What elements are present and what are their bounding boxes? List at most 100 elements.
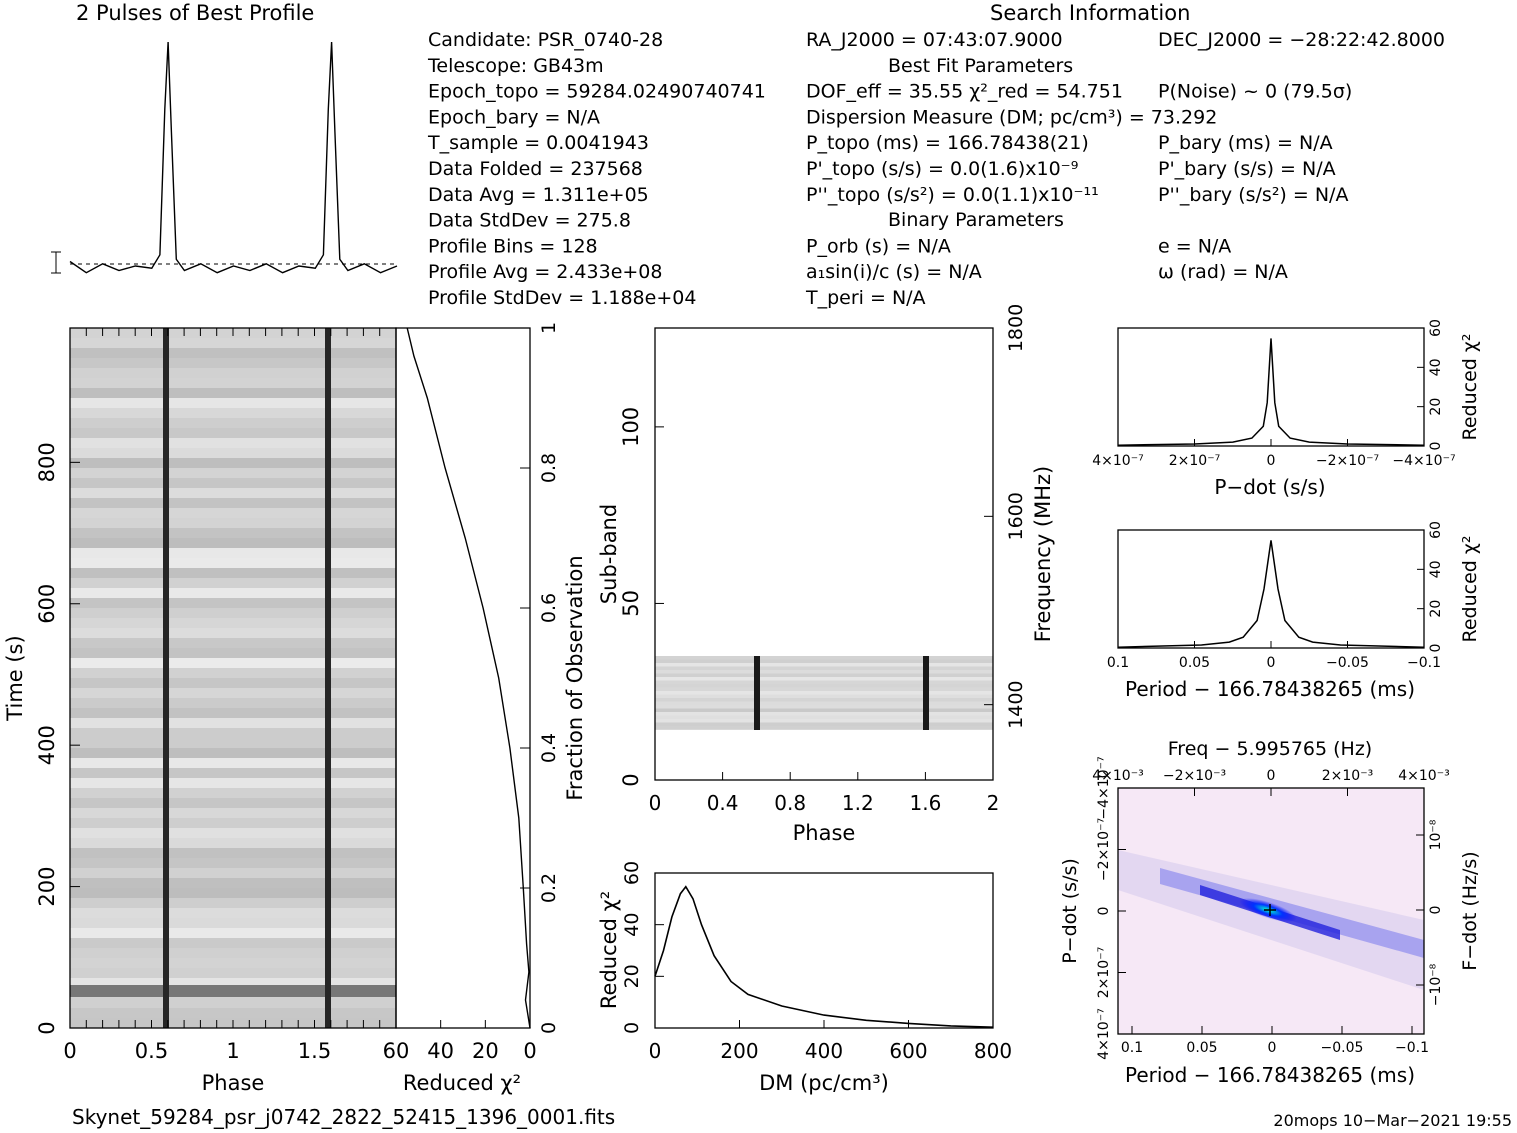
tick-label: 1.5 — [298, 1039, 331, 1063]
time-phase-row — [70, 518, 396, 528]
info-right-line: e = N/A — [1158, 235, 1231, 257]
subband-row — [655, 663, 993, 667]
info-mid-column: RA_J2000 = 07:43:07.9000 DOF_eff = 35.55 … — [805, 29, 1217, 309]
info-left-line: Data Avg = 1.311e+05 — [428, 184, 649, 206]
info-left-line: T_sample = 0.0041943 — [427, 132, 649, 154]
tick-label: 40 — [1428, 358, 1444, 376]
tick-label: −4×10⁻⁷ — [1096, 756, 1112, 819]
tick-label: 0 — [621, 1022, 643, 1034]
tick-label: 0.8 — [774, 791, 806, 815]
time-phase-row — [70, 478, 396, 488]
tick-label: 40 — [427, 1039, 454, 1063]
tick-label: 20 — [472, 1039, 499, 1063]
tick-label: 4×10⁻³ — [1398, 768, 1449, 784]
time-phase-row — [70, 768, 396, 778]
subband-row — [655, 680, 993, 684]
subband-ticks: 0 0.4 0.8 1.2 1.6 2 0 50 100 1400 1600 1800 — [619, 304, 1027, 815]
tick-label: 0 — [1267, 655, 1276, 671]
time-phase-plot: 0 0.5 1 1.5 0 200 400 600 800 Phase Time (s) — [3, 327, 397, 1095]
time-phase-row — [70, 458, 396, 468]
tick-label: 2×10⁻³ — [1322, 768, 1373, 784]
time-phase-row — [70, 598, 396, 608]
tick-label: 4×10⁻³ — [1092, 768, 1143, 784]
tick-label: 1800 — [1005, 304, 1027, 352]
period-pdot-plot: Freq − 5.995765 (Hz) 0.1 0.05 0 −0.05 −0.1 4×… — [1059, 738, 1481, 1087]
tick-label: 800 — [974, 1039, 1012, 1063]
binary-title: Binary Parameters — [888, 209, 1064, 231]
tick-label: 0 — [619, 773, 643, 786]
time-phase-row — [70, 418, 396, 428]
chi2-fraction-ticks: 60 40 20 00 0.2 0.4 0.6 0.8 1 — [383, 322, 560, 1063]
tick-label: 0 — [1096, 907, 1112, 916]
footer-stamp: 20mops 10−Mar−2021 19:55 — [1273, 1111, 1512, 1130]
time-phase-row — [70, 608, 396, 618]
tick-label: 40 — [1428, 560, 1444, 578]
subband-row — [655, 687, 993, 691]
info-mid-line: RA_J2000 = 07:43:07.9000 — [806, 29, 1063, 51]
tick-label: −0.05 — [1321, 1040, 1364, 1056]
tick-label: 4×10⁻⁷ — [1092, 453, 1143, 469]
subband-plot: 0 0.4 0.8 1.2 1.6 2 0 50 100 1400 1600 1800 Phase S… — [597, 304, 1055, 845]
info-mid-line: Dispersion Measure (DM; pc/cm³) = 73.292 — [806, 106, 1217, 128]
time-phase-row — [70, 958, 396, 968]
tick-label: 60 — [621, 861, 643, 885]
time-phase-pulse-2 — [325, 328, 331, 1028]
tick-label: 0 — [1267, 453, 1276, 469]
pdot-line — [1117, 338, 1425, 446]
subband-y2label: Frequency (MHz) — [1031, 466, 1055, 642]
time-phase-row — [70, 558, 396, 568]
subband-row — [655, 694, 993, 698]
tick-label: 0 — [1428, 644, 1444, 653]
tick-label: −0.1 — [1395, 1040, 1429, 1056]
tick-label: 1400 — [1005, 680, 1027, 728]
subband-row — [655, 677, 993, 681]
info-right-line: P_bary (ms) = N/A — [1158, 132, 1333, 154]
time-phase-row — [70, 868, 396, 878]
tick-label: 0.8 — [538, 453, 560, 483]
time-phase-row — [70, 488, 396, 498]
dm-xlabel: DM (pc/cm³) — [759, 1071, 889, 1095]
info-right-line: ω (rad) = N/A — [1158, 261, 1288, 283]
time-phase-row — [70, 338, 396, 348]
time-phase-row — [70, 688, 396, 698]
time-phase-row — [70, 678, 396, 688]
tick-label: 0 — [1268, 1040, 1277, 1056]
subband-row — [655, 708, 993, 712]
time-phase-row — [70, 468, 396, 478]
pdot-plot: 4×10⁻⁷ 2×10⁻⁷ 0 −2×10⁻⁷ −4×10⁻⁷ 0 20 40 60 P−dot… — [1092, 319, 1481, 499]
time-phase-row — [70, 1008, 396, 1018]
time-phase-row — [70, 728, 396, 738]
time-phase-row — [70, 978, 396, 988]
tick-label: −2×10⁻⁷ — [1316, 453, 1379, 469]
time-phase-row — [70, 985, 396, 997]
info-mid-line: P''_topo (s/s²) = 0.0(1.1)x10⁻¹¹ — [806, 184, 1099, 206]
tick-label: 0.1 — [1121, 1040, 1143, 1056]
time-phase-row — [70, 398, 396, 408]
pdot-ticks: 4×10⁻⁷ 2×10⁻⁷ 0 −2×10⁻⁷ −4×10⁻⁷ 0 20 40 60 — [1092, 319, 1455, 469]
time-phase-row — [70, 668, 396, 678]
tick-label: 10⁻⁸ — [1428, 819, 1444, 850]
time-phase-rows — [70, 328, 396, 1028]
time-phase-row — [70, 548, 396, 558]
tick-label: 2×10⁻⁷ — [1169, 453, 1220, 469]
time-phase-pulse-1 — [163, 328, 169, 1028]
time-phase-row — [70, 618, 396, 628]
profile-title: 2 Pulses of Best Profile — [76, 1, 314, 25]
time-phase-row — [70, 648, 396, 658]
time-phase-row — [70, 908, 396, 918]
tick-label: 200 — [720, 1039, 758, 1063]
subband-row — [655, 698, 993, 702]
period-frame — [1117, 529, 1425, 649]
info-mid-line: T_peri = N/A — [805, 287, 926, 309]
chi2-fraction-line — [406, 327, 531, 1029]
tick-label: 800 — [35, 442, 59, 482]
time-phase-row — [70, 848, 396, 858]
time-phase-row — [70, 528, 396, 538]
subband-row — [655, 691, 993, 695]
time-phase-row — [70, 758, 396, 768]
best-fit-title: Best Fit Parameters — [888, 55, 1073, 77]
info-mid-line: P'_topo (s/s) = 0.0(1.6)x10⁻⁹ — [806, 158, 1078, 180]
period-pdot-ylabel: P−dot (s/s) — [1059, 858, 1081, 964]
info-right-line: P''_bary (s/s²) = N/A — [1158, 184, 1348, 206]
time-phase-row — [70, 828, 396, 838]
